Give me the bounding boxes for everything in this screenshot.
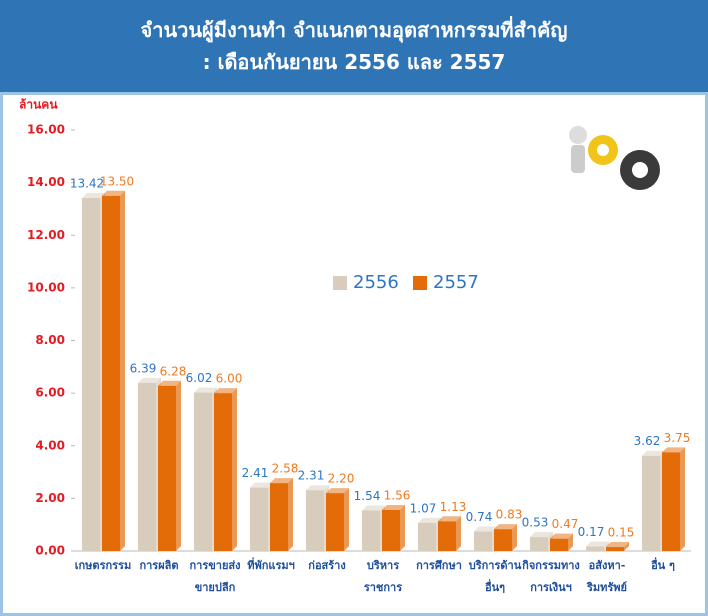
bar [586, 547, 604, 551]
legend-label: 2556 [353, 272, 399, 293]
y-tick-label: 8.00 [35, 333, 65, 347]
value-label: 2.20 [328, 472, 355, 486]
y-tick-label: 12.00 [27, 228, 65, 242]
bar [82, 198, 100, 551]
value-label: 1.07 [410, 501, 437, 515]
value-label: 2.58 [272, 462, 299, 476]
value-label: 1.54 [354, 489, 381, 503]
value-label: 3.62 [634, 434, 661, 448]
legend-label: 2557 [433, 272, 479, 293]
value-label: 0.83 [496, 508, 523, 522]
value-label: 3.75 [664, 431, 691, 445]
bar-side [344, 488, 349, 551]
bar [362, 510, 380, 551]
y-axis-label: ล้านคน [19, 98, 58, 112]
value-label: 1.13 [440, 500, 467, 514]
bar [494, 529, 512, 551]
bar [662, 452, 680, 551]
bar-side [400, 505, 405, 551]
value-label: 1.56 [384, 488, 411, 502]
y-tick-label: 6.00 [35, 386, 65, 400]
bar [530, 537, 548, 551]
value-label: 6.00 [216, 372, 243, 386]
bar [102, 196, 120, 551]
value-label: 2.31 [298, 469, 325, 483]
bar [550, 539, 568, 551]
bar [270, 483, 288, 551]
y-tick-label: 4.00 [35, 438, 65, 452]
bar [382, 510, 400, 551]
bar-side [456, 516, 461, 551]
value-label: 6.28 [160, 364, 187, 378]
y-tick-label: 16.00 [27, 123, 65, 137]
y-tick-label: 2.00 [35, 491, 65, 505]
gears-icon [569, 126, 660, 190]
bar [642, 456, 660, 551]
bar [606, 547, 624, 551]
value-label: 0.74 [466, 510, 493, 524]
bar [194, 393, 212, 551]
bar [158, 386, 176, 551]
page: จำนวนผู้มีงานทำ จำแนกตามอุตสาหกรรมที่สำค… [0, 0, 708, 616]
bar [306, 490, 324, 551]
bar [138, 383, 156, 551]
y-tick-label: 14.00 [27, 175, 65, 189]
bar [474, 532, 492, 551]
bar-side [232, 388, 237, 551]
legend-swatch [333, 276, 347, 290]
chart-title: จำนวนผู้มีงานทำ จำแนกตามอุตสาหกรรมที่สำค… [0, 0, 708, 92]
x-tick-label: อื่น ๆ [623, 555, 703, 577]
legend-swatch [413, 276, 427, 290]
value-label: 13.50 [100, 174, 134, 188]
bar-side [176, 381, 181, 551]
y-tick-label: 0.00 [35, 544, 65, 558]
bar [418, 523, 436, 551]
bar-side [120, 191, 125, 551]
bar [214, 393, 232, 551]
value-label: 0.15 [608, 526, 635, 540]
value-label: 2.41 [242, 466, 269, 480]
chart: ล้านคน 0.00 2.00 4.00 6.00 8.00 10.00 12.00 14.… [3, 95, 705, 613]
y-tick-label: 10.00 [27, 280, 65, 294]
chart-area: ล้านคน 0.00 2.00 4.00 6.00 8.00 10.00 12.00 14.… [0, 92, 708, 616]
value-label: 0.17 [578, 525, 605, 539]
value-label: 0.53 [522, 516, 549, 530]
bar-side [680, 447, 685, 551]
bar [326, 493, 344, 551]
bar [438, 521, 456, 551]
bar [250, 488, 268, 551]
value-label: 6.39 [130, 361, 157, 375]
value-label: 6.02 [186, 371, 213, 385]
bar-side [288, 478, 293, 551]
value-label: 0.47 [552, 517, 579, 531]
